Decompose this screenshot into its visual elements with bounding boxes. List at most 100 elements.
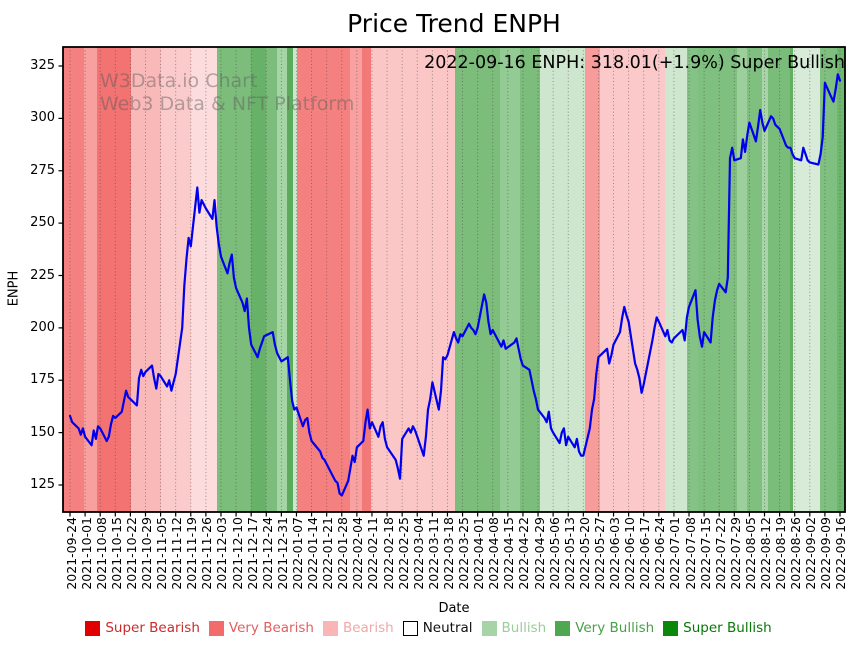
plot-border xyxy=(62,46,846,513)
sentiment-band xyxy=(97,47,131,512)
sentiment-band xyxy=(790,47,793,512)
x-tick-label: 2022-07-15 xyxy=(697,517,713,590)
x-tick-label: 2022-09-09 xyxy=(818,517,834,590)
x-tick-label: 2022-09-02 xyxy=(803,517,819,590)
x-tick-label: 2022-07-08 xyxy=(682,517,698,590)
x-tick-label: 2022-05-13 xyxy=(561,517,577,590)
y-tick-label: 325 xyxy=(30,58,55,73)
y-tick-label: 275 xyxy=(30,162,55,178)
x-tick-label: 2022-01-28 xyxy=(335,517,351,590)
x-tick-label: 2021-11-26 xyxy=(199,517,215,590)
sentiment-band xyxy=(287,47,293,512)
x-tick-label: 2022-08-05 xyxy=(742,517,758,590)
legend-swatch xyxy=(85,620,101,636)
sentiment-band xyxy=(297,47,350,512)
sentiment-band xyxy=(362,47,371,512)
y-tick-label: 175 xyxy=(30,372,55,388)
sentiment-band xyxy=(293,47,297,512)
x-tick-label: 2021-10-08 xyxy=(93,517,109,590)
latest-price-annotation: 2022-09-16 ENPH: 318.01(+1.9%) Super Bul… xyxy=(424,53,845,73)
y-tick-label: 150 xyxy=(30,424,55,440)
x-tick-label: 2022-08-26 xyxy=(788,517,804,590)
x-tick-label: 2022-06-03 xyxy=(607,517,623,590)
x-tick-label: 2022-02-18 xyxy=(380,517,396,590)
legend-swatch xyxy=(481,620,497,636)
x-tick-label: 2021-12-24 xyxy=(259,517,275,590)
x-tick-label: 2021-10-15 xyxy=(108,517,124,590)
x-tick-label: 2022-07-01 xyxy=(667,517,683,590)
x-tick-label: 2022-02-04 xyxy=(350,517,366,590)
legend-item: Very Bullish xyxy=(555,620,654,636)
sentiment-band xyxy=(191,47,217,512)
sentiment-band xyxy=(277,47,287,512)
legend-label: Bearish xyxy=(342,620,394,636)
price-line xyxy=(68,73,842,497)
y-tick-label: 200 xyxy=(30,319,55,335)
x-tick-label: 2022-07-29 xyxy=(727,517,743,590)
legend-item: Bearish xyxy=(322,620,394,636)
sentiment-band xyxy=(161,47,191,512)
x-tick-label: 2022-08-12 xyxy=(758,517,773,590)
legend-swatch xyxy=(555,620,571,636)
sentiment-band xyxy=(600,47,665,512)
sentiment-band xyxy=(820,47,837,512)
x-tick-label: 2021-12-17 xyxy=(244,517,260,590)
x-tick-label: 2022-03-25 xyxy=(456,517,472,590)
legend-item: Bullish xyxy=(481,620,547,636)
x-tick-label: 2022-03-04 xyxy=(410,517,426,590)
chart-title: Price Trend ENPH xyxy=(347,9,561,38)
sentiment-band xyxy=(500,47,520,512)
x-tick-label: 2022-06-24 xyxy=(652,517,668,590)
x-tick-label: 2022-01-14 xyxy=(305,517,321,590)
sentiment-band xyxy=(687,47,698,512)
x-tick-label: 2021-10-01 xyxy=(78,517,94,590)
sentiment-legend: Super Bearish Very Bearish Bearish Neutral B… xyxy=(0,620,857,636)
sentiment-band xyxy=(793,47,820,512)
x-tick-label: 2021-12-31 xyxy=(274,517,290,590)
legend-item: Super Bearish xyxy=(85,620,200,636)
legend-swatch xyxy=(663,620,679,636)
legend-label: Very Bearish xyxy=(228,620,314,636)
legend-swatch xyxy=(322,620,338,636)
sentiment-band xyxy=(698,47,737,512)
sentiment-band xyxy=(350,47,362,512)
x-tick-label: 2022-02-11 xyxy=(365,517,381,590)
x-tick-label: 2021-10-29 xyxy=(138,517,154,590)
y-tick-label: 250 xyxy=(30,215,55,231)
x-tick-label: 2021-12-03 xyxy=(214,517,230,590)
y-tick-label: 300 xyxy=(30,110,55,126)
legend-label: Bullish xyxy=(501,620,547,636)
x-axis-label: Date xyxy=(438,601,470,616)
watermark-line1: W3Data.io Chart xyxy=(100,70,258,92)
x-tick-label: 2022-01-21 xyxy=(320,517,336,590)
x-tick-label: 2022-07-22 xyxy=(712,517,728,590)
legend-item: Very Bearish xyxy=(208,620,314,636)
legend-item: Super Bullish xyxy=(663,620,772,636)
sentiment-band xyxy=(131,47,161,512)
x-tick-label: 2022-05-20 xyxy=(576,517,592,590)
sentiment-band xyxy=(665,47,687,512)
x-tick-label: 2022-05-27 xyxy=(591,517,607,590)
legend-label: Very Bullish xyxy=(575,620,655,636)
y-tick-label: 125 xyxy=(30,477,55,492)
sentiment-band xyxy=(768,47,790,512)
sentiment-band xyxy=(837,47,845,512)
x-tick-label: 2022-06-17 xyxy=(637,517,653,590)
sentiment-band xyxy=(251,47,266,512)
x-tick-label: 2021-10-22 xyxy=(123,517,139,590)
legend-swatch xyxy=(402,620,418,636)
x-tick-label: 2022-04-08 xyxy=(486,517,502,590)
x-tick-label: 2022-08-19 xyxy=(773,517,789,590)
sentiment-band xyxy=(455,47,500,512)
x-tick-label: 2022-09-16 xyxy=(833,517,849,590)
x-tick-label: 2022-06-10 xyxy=(622,517,638,590)
legend-item: Neutral xyxy=(402,620,473,636)
sentiment-band xyxy=(266,47,277,512)
sentiment-band xyxy=(747,47,762,512)
sentiment-band xyxy=(84,47,97,512)
x-tick-label: 2022-04-22 xyxy=(516,517,532,590)
sentiment-band xyxy=(737,47,747,512)
x-tick-label: 2022-02-25 xyxy=(395,517,411,590)
